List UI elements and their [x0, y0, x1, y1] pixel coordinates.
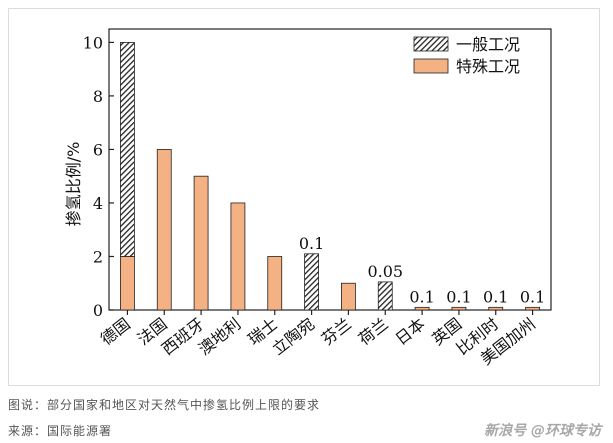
- legend-label-special: 特殊工况: [456, 57, 520, 76]
- x-tick-label: 芬兰: [318, 314, 355, 349]
- footer: 图说：部分国家和地区对天然气中掺氢比例上限的要求 来源：国际能源署 新浪号 @环…: [8, 390, 605, 443]
- bar-special: [230, 202, 246, 311]
- bar-special: [488, 306, 504, 311]
- x-tick-label: 日本: [392, 314, 429, 349]
- bar-special: [156, 149, 172, 311]
- y-tick-label: 0: [93, 301, 103, 320]
- bar-special: [341, 282, 356, 311]
- x-tick-label: 澳地利: [195, 314, 245, 359]
- data-label: 0.1: [483, 287, 508, 306]
- bar-general: [120, 41, 135, 257]
- bar-special: [120, 256, 135, 311]
- y-tick-label: 10: [83, 33, 103, 52]
- figure-caption: 图说：部分国家和地区对天然气中掺氢比例上限的要求: [8, 398, 321, 412]
- source-line: 来源：国际能源署: [8, 424, 113, 438]
- bar-special: [414, 306, 430, 311]
- y-tick-label: 4: [93, 194, 103, 213]
- x-tick-label: 荷兰: [355, 314, 392, 349]
- legend-label-general: 一般工况: [456, 35, 520, 54]
- data-label: 0.05: [367, 262, 403, 281]
- x-tick-label: 立陶宛: [269, 314, 319, 359]
- watermark: 新浪号 @环球专访: [484, 423, 601, 439]
- bar-general: [304, 253, 319, 311]
- bar-general: [377, 281, 393, 311]
- data-label: 0.1: [520, 287, 545, 306]
- bar-special: [451, 306, 467, 311]
- legend-swatch-special: [413, 58, 449, 74]
- bars: 0.1 0.05 0.1 0.1 0.1 0.1: [120, 41, 545, 311]
- bar-special: [193, 175, 209, 311]
- data-label: 0.1: [299, 234, 324, 253]
- bar-special: [525, 306, 540, 311]
- plot-frame: [108, 28, 552, 311]
- y-tick-label: 2: [93, 247, 103, 266]
- legend-swatch-general: [413, 36, 449, 52]
- plot-border: [108, 28, 552, 311]
- y-axis-ticks: 0 2 4 6 8 10: [83, 33, 114, 320]
- data-label: 0.1: [409, 287, 434, 306]
- chart-container: 0 2 4 6 8 10 0.1 0.05 0.1 0.1 0.1 0.1 德国 法国 西班牙 澳地利 瑞士…: [8, 8, 600, 386]
- bar-special: [267, 256, 283, 311]
- y-tick-label: 8: [93, 87, 103, 106]
- data-label: 0.1: [446, 287, 471, 306]
- y-axis-label: 掺氢比例/%: [64, 142, 83, 227]
- y-tick-label: 6: [93, 140, 103, 159]
